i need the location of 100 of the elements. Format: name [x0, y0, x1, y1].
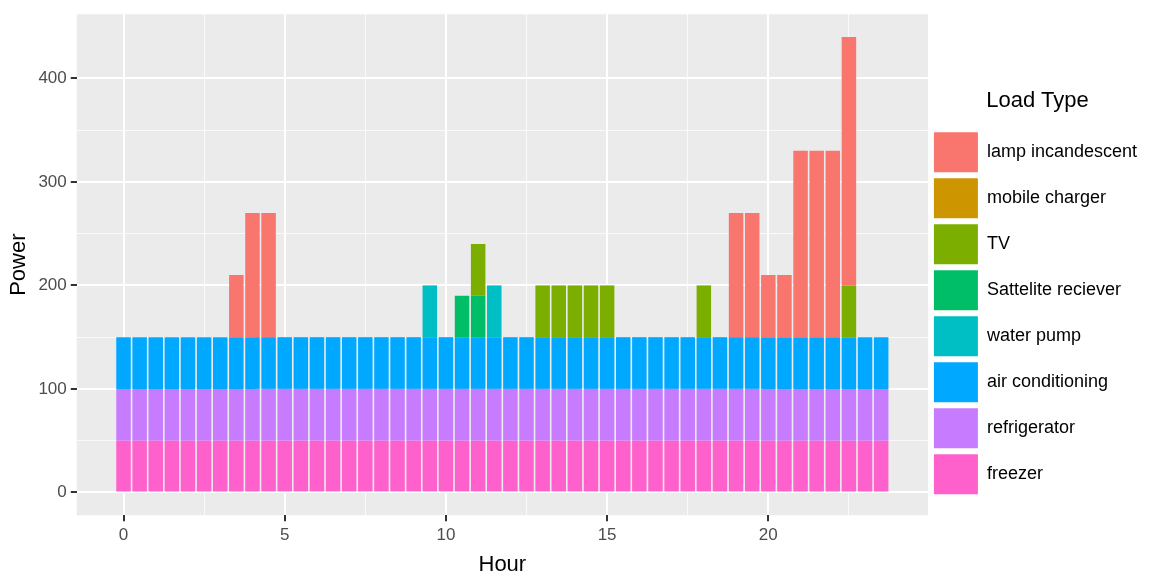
- bar: [551, 285, 567, 338]
- bar: [712, 388, 728, 441]
- bar: [841, 440, 857, 492]
- bar: [196, 440, 212, 492]
- bar: [438, 440, 454, 492]
- bar: [470, 295, 486, 338]
- bar: [841, 285, 857, 338]
- bar: [454, 388, 470, 441]
- bar: [744, 388, 760, 441]
- bar: [615, 440, 631, 492]
- bar: [309, 440, 325, 492]
- bar: [696, 337, 712, 389]
- bar: [422, 285, 438, 338]
- bar: [454, 295, 470, 338]
- bar: [470, 244, 486, 296]
- bar: [293, 337, 309, 389]
- bar: [341, 388, 357, 441]
- bar: [615, 388, 631, 441]
- bar: [325, 388, 341, 441]
- bar: [599, 388, 615, 441]
- x-tick-label: 15: [597, 525, 617, 545]
- bar: [293, 440, 309, 492]
- bar: [583, 388, 599, 441]
- legend-label: refrigerator: [986, 417, 1075, 438]
- bar: [728, 212, 744, 338]
- bar: [857, 388, 873, 441]
- bar: [212, 440, 228, 492]
- bar: [325, 337, 341, 389]
- x-tick-label: 0: [118, 525, 129, 545]
- bar: [551, 440, 567, 492]
- bar: [825, 337, 841, 389]
- bar: [857, 337, 873, 389]
- bar: [744, 337, 760, 389]
- x-tick-label: 10: [436, 525, 456, 545]
- y-axis-title: Power: [5, 233, 31, 296]
- bar: [873, 440, 889, 492]
- bar: [212, 337, 228, 389]
- bar: [438, 337, 454, 389]
- legend-label: freezer: [986, 463, 1043, 484]
- bar: [567, 285, 583, 338]
- bar: [470, 337, 486, 389]
- bar: [309, 337, 325, 389]
- legend-label: Sattelite reciever: [986, 279, 1121, 300]
- bar: [567, 388, 583, 441]
- legend-label: air conditioning: [986, 371, 1108, 392]
- bar: [164, 337, 180, 389]
- bar: [728, 440, 744, 492]
- y-tick-label: 400: [38, 68, 67, 88]
- legend-title: Load Type: [986, 86, 1089, 112]
- bar: [825, 388, 841, 441]
- bar: [873, 337, 889, 389]
- legend-label: TV: [986, 233, 1010, 254]
- bar: [422, 337, 438, 389]
- bar: [212, 388, 228, 441]
- y-tick-label: 300: [38, 171, 67, 191]
- bar: [196, 388, 212, 441]
- bar: [454, 440, 470, 492]
- y-tick-label: 200: [38, 275, 67, 295]
- bar: [341, 440, 357, 492]
- bar: [325, 440, 341, 492]
- x-tick-label: 5: [279, 525, 290, 545]
- legend-label: mobile charger: [986, 187, 1106, 208]
- bar: [825, 440, 841, 492]
- x-axis-title: Hour: [478, 550, 527, 576]
- legend-label: water pump: [985, 325, 1081, 346]
- bar: [857, 440, 873, 492]
- bar: [438, 388, 454, 441]
- bar: [164, 440, 180, 492]
- bar: [615, 337, 631, 389]
- bar: [422, 440, 438, 492]
- bar: [599, 440, 615, 492]
- bar: [841, 337, 857, 389]
- bar: [744, 440, 760, 492]
- bar: [487, 285, 502, 338]
- bar: [583, 285, 599, 338]
- bar: [422, 388, 438, 441]
- bar: [583, 440, 599, 492]
- bar: [309, 388, 325, 441]
- bar: [341, 337, 357, 389]
- bar: [567, 440, 583, 492]
- bar: [583, 337, 599, 389]
- bar: [470, 388, 486, 441]
- bar: [180, 440, 196, 492]
- bar: [841, 388, 857, 441]
- bar: [728, 388, 744, 441]
- bar: [567, 337, 583, 389]
- bar: [599, 285, 615, 338]
- bar: [696, 388, 712, 441]
- bar: [180, 337, 196, 389]
- y-tick-label: 100: [38, 378, 67, 398]
- bar: [728, 337, 744, 389]
- bar: [744, 212, 760, 338]
- bar: [873, 388, 889, 441]
- y-tick-label: 0: [57, 482, 67, 502]
- bar: [712, 440, 728, 492]
- bar: [825, 150, 841, 338]
- bar: [696, 440, 712, 492]
- bar: [696, 285, 712, 338]
- x-tick-label: 20: [758, 525, 778, 545]
- bar: [841, 36, 857, 286]
